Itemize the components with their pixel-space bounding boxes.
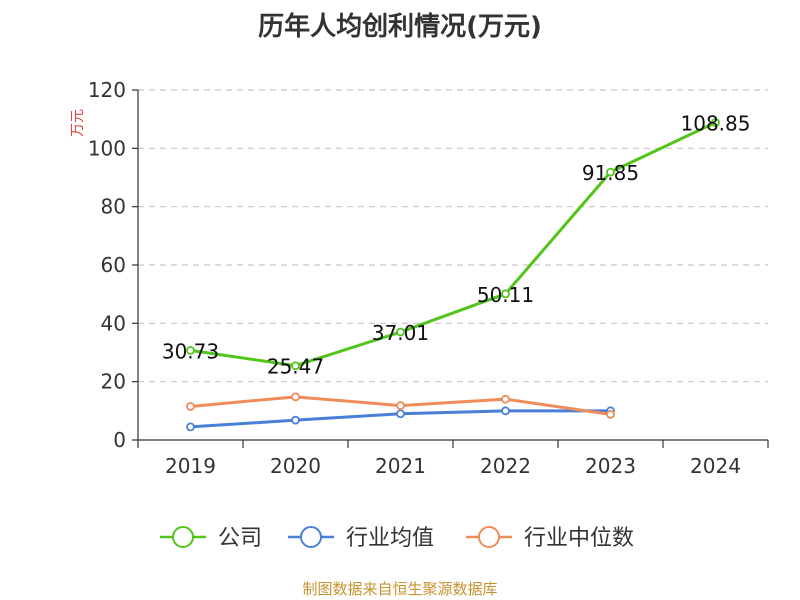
- data-point: [291, 392, 300, 402]
- data-point: [186, 402, 195, 411]
- data-point: [186, 422, 195, 432]
- chart-title: 历年人均创利情况(万元): [258, 12, 542, 42]
- data-point: [291, 361, 300, 371]
- label-layer: 30.73 25.47 37.01 50.11 91.85 108.85: [162, 112, 751, 379]
- data-point: [396, 327, 405, 337]
- legend-item[interactable]: 行业均值: [288, 526, 434, 551]
- data-point: [501, 406, 510, 416]
- series-line: [189, 121, 717, 368]
- series-layer: [186, 118, 720, 432]
- data-point: [606, 167, 615, 177]
- data-point: [711, 118, 720, 127]
- y-tick-label: 100: [88, 136, 126, 160]
- legend-item[interactable]: 行业中位数: [466, 526, 634, 551]
- legend-marker-icon: [172, 526, 194, 548]
- y-tick-label: 60: [101, 253, 126, 277]
- data-point: [396, 401, 405, 410]
- x-tick-label: 2024: [690, 454, 741, 478]
- data-point: [501, 394, 510, 404]
- x-tick-label: 2021: [375, 454, 426, 478]
- y-tick-label: 0: [113, 428, 126, 452]
- x-tick-label: 2019: [165, 454, 216, 478]
- data-point: [606, 409, 615, 419]
- y-tick-label: 40: [101, 311, 126, 335]
- data-point: [186, 345, 195, 355]
- y-tick-label: 120: [88, 78, 126, 102]
- data-label: 37.01: [372, 321, 429, 345]
- y-axis-title: 万元: [70, 109, 86, 137]
- grid-layer: [138, 89, 768, 383]
- x-tick-label: 2020: [270, 454, 321, 478]
- data-label: 50.11: [477, 283, 534, 307]
- data-label: 108.85: [681, 112, 751, 136]
- x-tick-label: 2022: [480, 454, 531, 478]
- data-point: [501, 289, 510, 299]
- data-point: [396, 409, 405, 419]
- legend: 公司 行业均值 行业中位数: [160, 526, 634, 551]
- legend-marker-icon: [478, 526, 500, 548]
- data-label: 30.73: [162, 339, 219, 363]
- legend-item[interactable]: 公司: [160, 526, 262, 551]
- source-note: 制图数据来自恒生聚源数据库: [302, 580, 498, 598]
- legend-marker-icon: [300, 526, 322, 548]
- y-tick-label: 20: [101, 370, 126, 394]
- data-label: 25.47: [267, 355, 324, 379]
- legend-label: 行业均值: [346, 526, 434, 551]
- y-tick-label: 80: [101, 195, 126, 219]
- data-label: 91.85: [582, 161, 639, 185]
- legend-label: 行业中位数: [524, 526, 634, 551]
- legend-label: 公司: [218, 526, 262, 551]
- data-point: [291, 415, 300, 425]
- x-tick-label: 2023: [585, 454, 636, 478]
